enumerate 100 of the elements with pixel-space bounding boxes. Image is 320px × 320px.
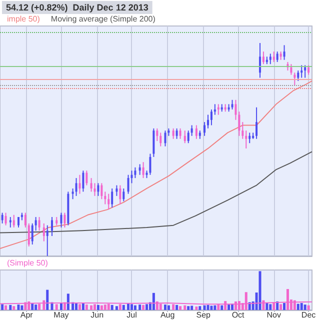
candlestick	[290, 64, 292, 76]
candlestick	[142, 162, 144, 179]
candlestick	[104, 191, 106, 205]
bar	[198, 306, 202, 310]
candlestick	[4, 212, 7, 226]
candlestick	[108, 193, 110, 210]
bar	[228, 304, 230, 310]
candlestick	[272, 51, 275, 62]
candlestick	[160, 132, 162, 147]
candlestick	[64, 212, 66, 228]
bar	[187, 306, 190, 310]
candlestick	[119, 184, 122, 205]
bar	[138, 304, 142, 310]
bar	[266, 303, 268, 310]
candlestick	[46, 224, 48, 256]
bar	[206, 304, 210, 310]
candlestick	[51, 216, 53, 236]
candlestick	[97, 182, 100, 196]
candlestick	[184, 130, 186, 144]
candlestick	[17, 216, 20, 228]
candlestick	[9, 216, 12, 228]
candlestick	[297, 70, 300, 82]
bar	[9, 304, 12, 310]
candlestick	[1, 212, 4, 224]
candlestick	[238, 111, 240, 136]
candlestick	[164, 130, 166, 147]
x-tick-label: May	[54, 310, 69, 320]
candlestick	[231, 99, 234, 110]
candlestick	[116, 184, 118, 196]
bar	[82, 303, 84, 310]
bar	[220, 305, 224, 310]
candlestick	[210, 108, 212, 126]
bar	[300, 303, 303, 310]
candlestick	[207, 114, 209, 129]
bar	[167, 305, 170, 310]
candlestick	[304, 64, 306, 78]
candlestick	[111, 188, 114, 208]
x-tick-label: Aug	[160, 310, 175, 320]
candlestick	[214, 104, 216, 116]
candlestick	[60, 212, 62, 228]
candlestick	[262, 51, 264, 65]
bar	[122, 304, 125, 310]
candlestick	[138, 164, 141, 176]
bar	[46, 290, 49, 310]
text: (Simple 50)	[7, 258, 48, 268]
bar	[17, 304, 20, 310]
bar	[100, 305, 103, 310]
bar	[210, 306, 213, 310]
bar	[12, 306, 16, 310]
candlestick	[242, 122, 244, 140]
x-tick-label: Dec	[301, 310, 316, 320]
candlestick	[122, 188, 125, 202]
candlestick	[259, 42, 261, 78]
bar	[130, 304, 133, 310]
bar	[134, 305, 136, 310]
candlestick	[204, 122, 206, 136]
candlestick	[86, 170, 88, 186]
bar	[75, 303, 78, 310]
candlestick	[187, 130, 190, 144]
bar	[146, 304, 148, 310]
bar	[90, 305, 93, 310]
bar	[60, 303, 62, 310]
candlestick	[12, 214, 15, 228]
candlestick	[24, 212, 26, 228]
x-tick-label: Jul	[126, 310, 138, 320]
bar	[258, 271, 262, 310]
bar	[195, 306, 198, 310]
x-tick-label: Jun	[90, 310, 104, 320]
bar	[164, 304, 166, 310]
candlestick	[90, 178, 92, 192]
candlestick	[179, 128, 182, 140]
bar	[96, 304, 100, 310]
candlestick	[283, 44, 286, 60]
bar	[190, 306, 194, 310]
bar	[304, 304, 306, 310]
candlestick	[94, 182, 96, 196]
text: Moving average (Simple 200)	[50, 14, 156, 24]
bar	[214, 305, 216, 310]
candlestick	[38, 216, 40, 232]
candlestick	[100, 182, 103, 200]
candlestick	[172, 128, 174, 140]
bar	[1, 304, 4, 310]
bar	[115, 306, 118, 310]
bar	[127, 303, 130, 310]
x-tick-label: Oct	[232, 310, 246, 320]
bar	[307, 305, 310, 310]
candlestick	[149, 153, 152, 176]
candlestick	[72, 188, 74, 200]
candlestick	[78, 174, 81, 194]
x-tick-label: Sep	[196, 310, 212, 320]
candlestick	[134, 166, 136, 179]
bar	[203, 305, 206, 310]
candlestick	[276, 51, 278, 62]
bar	[296, 304, 300, 310]
bar	[66, 294, 70, 310]
bar	[110, 304, 114, 310]
candlestick	[256, 106, 258, 140]
candlestick	[176, 128, 178, 140]
bar	[269, 304, 272, 310]
candlestick	[300, 64, 303, 78]
